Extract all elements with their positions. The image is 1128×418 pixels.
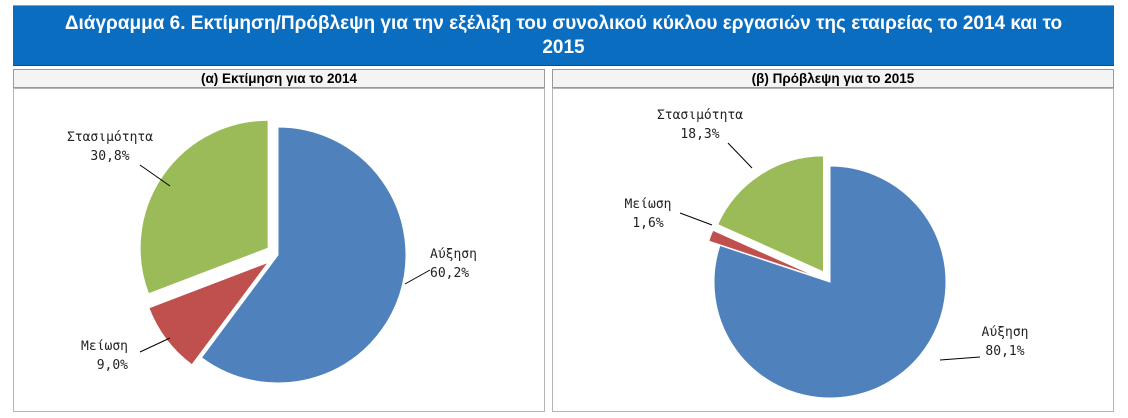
leader-line xyxy=(404,269,431,285)
panel-title-2015: (β) Πρόβλεψη για το 2015 xyxy=(552,69,1114,88)
slice-value-label: 1,6% xyxy=(632,216,663,231)
pie-slice-2015-0 xyxy=(713,165,947,399)
pie-slice-2015-2 xyxy=(716,155,824,273)
panel-title-2014: (α) Εκτίμηση για το 2014 xyxy=(13,69,545,88)
chart-title: Διάγραμμα 6. Εκτίμηση/Πρόβλεψη για την ε… xyxy=(13,5,1114,66)
leader-line xyxy=(139,164,171,187)
slice-label: Αύξηση xyxy=(982,325,1029,340)
slice-label: Στασιμότητα xyxy=(657,108,743,123)
pie-slice-2015-1 xyxy=(708,229,820,279)
slice-value-label: 80,1% xyxy=(985,344,1024,359)
slice-value-label: 9,0% xyxy=(97,358,128,373)
pie-slice-2014-0 xyxy=(200,126,407,384)
leader-line xyxy=(139,337,171,353)
slice-value-label: 18,3% xyxy=(680,127,719,142)
slice-label: Στασιμότητα xyxy=(67,130,153,145)
leader-line xyxy=(939,356,981,361)
slice-label: Μείωση xyxy=(81,339,128,354)
pie-slice-2014-2 xyxy=(139,119,269,295)
slice-label: Αύξηση xyxy=(430,247,477,262)
leader-line xyxy=(679,212,713,226)
leader-line xyxy=(727,142,753,169)
slice-label: Μείωση xyxy=(625,197,672,212)
slice-value-label: 30,8% xyxy=(90,149,129,164)
slice-value-label: 60,2% xyxy=(430,266,469,281)
